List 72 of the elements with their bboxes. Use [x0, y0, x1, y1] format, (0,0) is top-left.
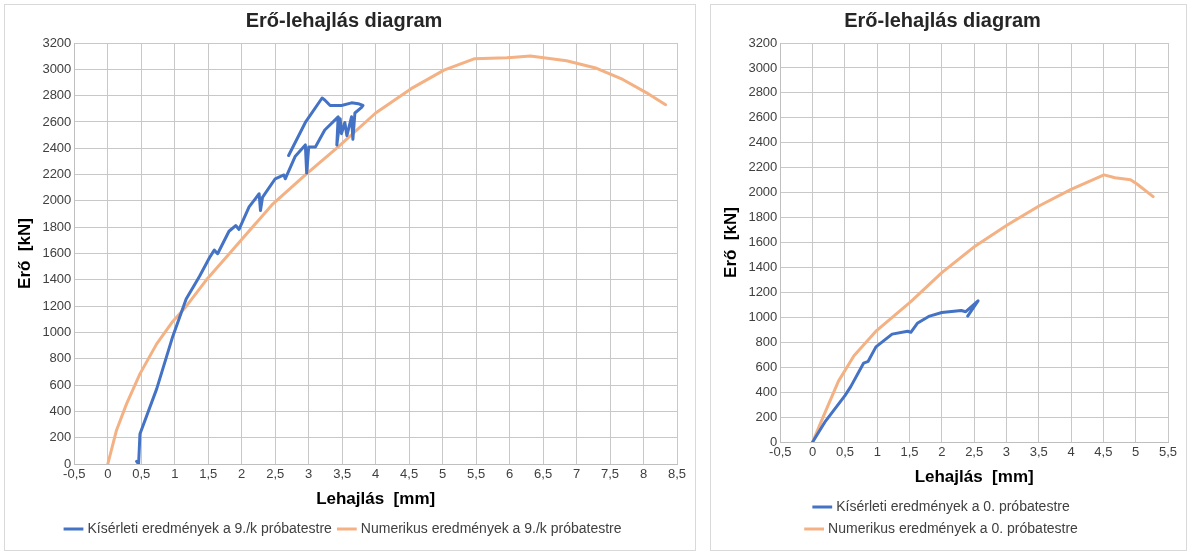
y-tick-label: 2800 [748, 84, 778, 100]
x-tick-label: 4 [372, 466, 380, 482]
y-tick-label: 1400 [42, 271, 72, 287]
x-tick-label: 6,5 [534, 466, 553, 482]
x-tick-label: 0,5 [835, 444, 854, 460]
x-tick-label: 0,5 [132, 466, 151, 482]
y-tick-label: 2000 [42, 192, 72, 208]
legend-label: Numerikus eredmények a 0. próbatestre [828, 519, 1079, 536]
y-tick-label: 2800 [42, 87, 72, 103]
x-tick-label: 7 [572, 466, 581, 482]
chart-title: Erő-lehajlás diagram [245, 8, 443, 31]
y-tick-label: 1800 [42, 218, 72, 234]
x-tick-label: 3,5 [1029, 444, 1048, 460]
x-tick-label: 5 [1132, 444, 1140, 460]
x-tick-label: 1 [873, 444, 881, 460]
x-tick-label: 2,5 [266, 466, 285, 482]
y-tick-label: 1200 [42, 297, 72, 313]
x-axis-title: Lehajlás [mm] [914, 467, 1034, 487]
y-tick-label: 1000 [748, 308, 778, 324]
y-tick-label: 2600 [748, 109, 778, 125]
y-tick-label: 2600 [42, 113, 72, 129]
x-tick-label: 1,5 [900, 444, 919, 460]
y-tick-label: 1600 [748, 234, 778, 250]
x-tick-label: 3 [305, 466, 313, 482]
y-tick-label: 600 [755, 358, 778, 374]
x-tick-label: 4,5 [1094, 444, 1113, 460]
y-tick-label: 2400 [748, 134, 778, 150]
y-tick-label: 1600 [42, 245, 72, 261]
y-tick-label: 2200 [42, 166, 72, 182]
y-tick-label: 2200 [748, 159, 778, 175]
x-tick-label: 6 [505, 466, 514, 482]
x-tick-label: 4,5 [400, 466, 419, 482]
x-tick-label: 1,5 [199, 466, 218, 482]
x-tick-label: 1 [171, 466, 179, 482]
y-tick-label: 400 [755, 383, 778, 399]
x-tick-label: 0 [809, 444, 817, 460]
y-tick-label: 200 [755, 408, 778, 424]
y-tick-label: 2000 [748, 184, 778, 200]
y-tick-label: 3000 [748, 59, 778, 75]
y-tick-label: 800 [49, 350, 72, 366]
y-tick-label: 800 [755, 333, 778, 349]
x-tick-label: 3,5 [333, 466, 352, 482]
y-axis-title: Erő [kN] [720, 207, 740, 278]
x-tick-label: 2 [938, 444, 946, 460]
x-tick-label: 5,5 [1158, 444, 1178, 460]
y-tick-label: 3200 [42, 34, 72, 50]
x-tick-label: 8 [639, 466, 648, 482]
chart-title: Erő-lehajlás diagram [844, 8, 1041, 31]
x-tick-label: 3 [1002, 444, 1011, 460]
y-tick-label: 600 [49, 376, 72, 392]
x-tick-label: 8,5 [667, 466, 687, 482]
x-tick-label: 5,5 [467, 466, 486, 482]
y-axis-title: Erő [kN] [14, 218, 34, 289]
y-tick-label: 1800 [748, 209, 778, 225]
y-tick-label: 1400 [748, 259, 778, 275]
x-tick-label: 0 [104, 466, 112, 482]
y-tick-label: 3200 [748, 34, 778, 50]
x-tick-label: 7,5 [601, 466, 620, 482]
legend-label: Kísérleti eredmények a 0. próbatestre [836, 497, 1070, 514]
x-tick-label: 2 [238, 466, 246, 482]
x-tick-label: 2,5 [965, 444, 984, 460]
y-tick-label: 2400 [42, 139, 72, 155]
x-tick-label: 4 [1067, 444, 1075, 460]
y-tick-label: 3000 [42, 60, 72, 76]
y-tick-label: 400 [49, 402, 72, 418]
y-tick-label: 1000 [42, 324, 72, 340]
legend-label: Numerikus eredmények a 9./k próbatestre [360, 519, 622, 536]
x-axis-title: Lehajlás [mm] [316, 489, 436, 509]
x-tick-label: 5 [439, 466, 447, 482]
y-tick-label: 1200 [748, 283, 778, 299]
legend-label: Kísérleti eredmények a 9./k próbatestre [87, 519, 333, 536]
y-tick-label: 200 [49, 429, 72, 445]
